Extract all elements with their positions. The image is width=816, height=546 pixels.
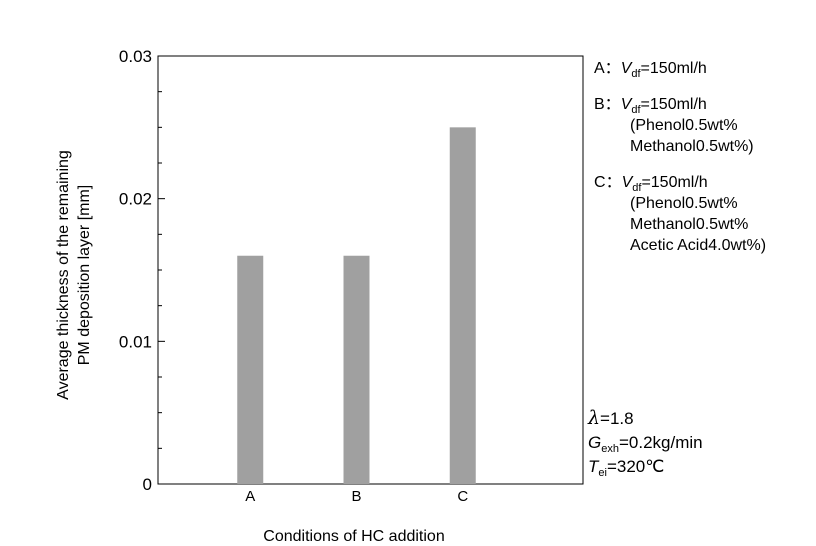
x-category-label: A xyxy=(245,488,255,505)
legend-sep: ： xyxy=(605,174,622,191)
bar-a xyxy=(237,255,264,484)
x-axis-title: Conditions of HC addition xyxy=(263,528,444,545)
lambda-value: =1.8 xyxy=(600,409,634,428)
plot-area xyxy=(157,55,584,485)
legend-key: C xyxy=(594,174,606,191)
legend-entry-b: B：Vdf=150ml/h (Phenol0.5wt% Methanol0.5w… xyxy=(594,94,766,157)
bars xyxy=(237,127,476,484)
legend-detail: Methanol0.5wt%) xyxy=(630,138,754,155)
legend-var: V xyxy=(621,174,633,191)
legend-detail: Methanol0.5wt% xyxy=(630,216,749,233)
y-tick-labels: 0 0.01 0.02 0.03 xyxy=(119,47,152,494)
legend-value: =150ml/h xyxy=(640,96,707,113)
operating-conditions: λ=1.8 Gexh=0.2kg/min Tei=320℃ xyxy=(588,406,703,479)
legend-entry-a: A：Vdf=150ml/h xyxy=(594,58,766,80)
legend-detail: (Phenol0.5wt% xyxy=(630,117,738,134)
legend-detail: Acetic Acid4.0wt%) xyxy=(630,237,767,254)
plot-frame xyxy=(157,55,584,485)
legend-var: V xyxy=(620,60,632,77)
t-var: T xyxy=(588,457,599,476)
y-axis-title-line1: Average thickness of the remaining xyxy=(55,150,72,400)
legend-detail: (Phenol0.5wt% xyxy=(630,195,738,212)
y-tick-label: 0.02 xyxy=(119,190,152,209)
bar-b xyxy=(343,255,370,484)
g-sub: exh xyxy=(601,443,619,455)
y-tick-label: 0.03 xyxy=(119,47,152,66)
legend-value: =150ml/h xyxy=(641,174,708,191)
y-tick-label: 0.01 xyxy=(119,332,152,351)
g-var: G xyxy=(588,433,602,452)
axis-ticks xyxy=(158,91,464,484)
legend: A：Vdf=150ml/h B：Vdf=150ml/h (Phenol0.5wt… xyxy=(594,58,766,271)
g-value: =0.2kg/min xyxy=(618,433,703,452)
x-category-labels: A B C xyxy=(245,488,468,505)
legend-sub: df xyxy=(631,68,641,80)
y-tick-label: 0 xyxy=(143,475,152,494)
legend-key: B xyxy=(594,96,605,113)
legend-var: V xyxy=(620,96,632,113)
legend-sep: ： xyxy=(604,60,621,77)
legend-entry-c: C：Vdf=150ml/h (Phenol0.5wt% Methanol0.5w… xyxy=(594,172,766,256)
legend-entry-b-header: B：Vdf=150ml/h xyxy=(594,94,766,116)
legend-entry-c-header: C：Vdf=150ml/h xyxy=(594,172,766,194)
lambda-symbol: λ xyxy=(588,407,601,429)
t-ei-line: Tei=320℃ xyxy=(588,455,703,479)
legend-sep: ： xyxy=(604,96,621,113)
t-value: =320℃ xyxy=(606,457,665,476)
lambda-line: λ=1.8 xyxy=(588,406,703,431)
x-category-label: B xyxy=(351,488,361,505)
legend-key: A xyxy=(594,60,605,77)
legend-value: =150ml/h xyxy=(640,60,707,77)
y-axis-title-line2: PM deposition layer [mm] xyxy=(76,185,93,366)
legend-sub: df xyxy=(632,182,642,194)
legend-sub: df xyxy=(631,104,641,116)
x-category-label: C xyxy=(457,488,468,505)
bar-c xyxy=(449,127,476,484)
legend-entry-a-header: A：Vdf=150ml/h xyxy=(594,58,766,80)
t-sub: ei xyxy=(598,467,607,479)
g-exh-line: Gexh=0.2kg/min xyxy=(588,431,703,455)
